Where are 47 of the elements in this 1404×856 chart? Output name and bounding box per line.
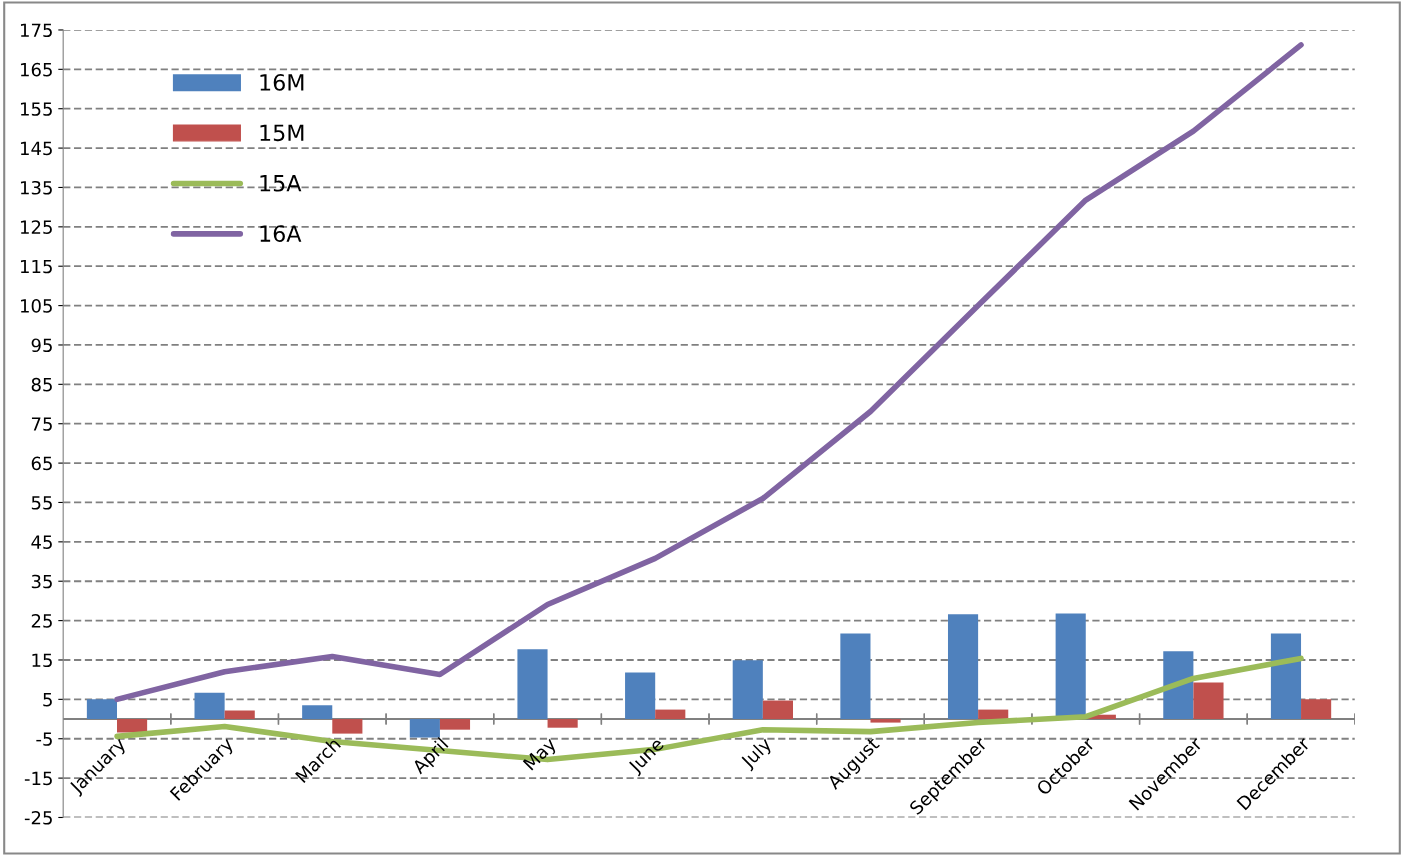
y-tick-label: 15 (32, 653, 52, 668)
bar (947, 614, 979, 720)
bar (86, 699, 117, 720)
bar (409, 719, 440, 738)
y-tick-label: 125 (20, 220, 52, 234)
bar (547, 719, 578, 728)
y-tick-label: -15 (24, 771, 52, 786)
y-tick-label: -5 (36, 732, 52, 746)
bar (732, 660, 763, 720)
y-tick-label: 135 (20, 180, 52, 195)
legend-label: 15M (260, 124, 304, 142)
y-tick-label: 55 (31, 496, 52, 510)
y-tick-label: 115 (20, 259, 52, 274)
y-tick-label: 45 (31, 535, 52, 549)
y-tick-label: 5 (43, 693, 52, 707)
bar (224, 710, 255, 720)
bar (762, 700, 793, 720)
bar (625, 672, 656, 720)
bar (1301, 699, 1332, 720)
bar (194, 692, 225, 720)
y-tick-label: 85 (31, 377, 52, 392)
y-tick-label: 35 (31, 574, 52, 589)
y-tick-label: 165 (20, 62, 52, 77)
bar (117, 719, 148, 733)
bar (978, 709, 1009, 720)
bar (1163, 651, 1194, 720)
bar (655, 709, 686, 720)
bar (840, 633, 871, 720)
legend-label: 16M (260, 73, 304, 91)
bar (1270, 633, 1302, 720)
bar (302, 705, 333, 720)
bar (439, 719, 471, 730)
y-tick-label: 95 (31, 338, 52, 353)
bar (332, 719, 363, 734)
legend-label: 15A (260, 175, 302, 192)
y-tick-label: 25 (31, 614, 52, 628)
y-tick-label: 175 (20, 23, 52, 38)
y-tick-label: 155 (20, 102, 52, 116)
y-tick-label: 75 (31, 417, 52, 431)
y-tick-label: -25 (24, 810, 52, 825)
bar (1193, 682, 1224, 720)
bar (870, 719, 901, 723)
y-tick-label: 65 (31, 456, 52, 471)
y-tick-label: 145 (20, 141, 52, 156)
y-tick-label: 105 (20, 299, 52, 313)
legend-label: 16A (260, 225, 302, 242)
bar (517, 649, 548, 720)
